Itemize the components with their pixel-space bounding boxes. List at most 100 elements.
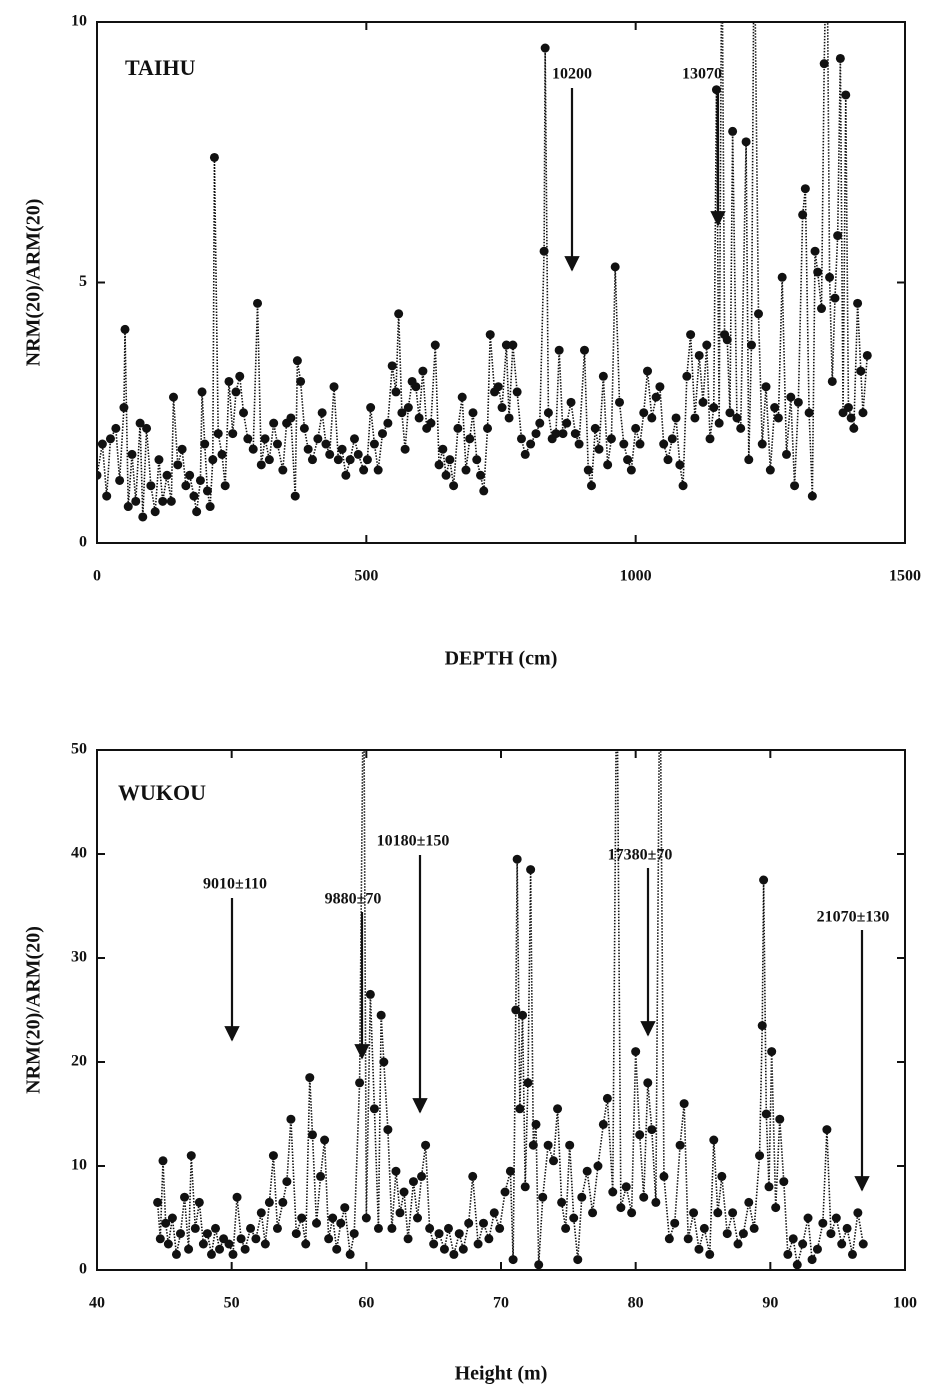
- data-point: [505, 1166, 515, 1176]
- data-point: [709, 1135, 719, 1145]
- data-point: [468, 408, 478, 418]
- data-point: [434, 460, 444, 470]
- data-point: [675, 460, 685, 470]
- data-point: [512, 387, 522, 397]
- data-point: [565, 1140, 575, 1150]
- data-point: [224, 376, 234, 386]
- data-point: [240, 1244, 250, 1254]
- y-tick-label: 40: [71, 845, 87, 862]
- annotation: 10200: [552, 66, 592, 83]
- x-axis-label: DEPTH (cm): [445, 648, 558, 670]
- data-point: [120, 324, 130, 334]
- data-point: [675, 1140, 685, 1150]
- data-point: [702, 340, 712, 350]
- data-point: [476, 470, 486, 480]
- x-tick-label: 500: [354, 568, 378, 585]
- data-point: [516, 434, 526, 444]
- data-point: [779, 1177, 789, 1187]
- y-tick-label: 0: [79, 1261, 87, 1278]
- data-point: [325, 449, 335, 459]
- data-point: [307, 455, 317, 465]
- data-point: [479, 486, 489, 496]
- data-point: [195, 475, 205, 485]
- data-point: [215, 1244, 225, 1254]
- data-point: [773, 413, 783, 423]
- data-point: [623, 455, 633, 465]
- data-point: [733, 1239, 743, 1249]
- data-point: [843, 403, 853, 413]
- x-tick-label: 70: [493, 1295, 509, 1312]
- data-point: [394, 309, 404, 319]
- data-point: [142, 423, 152, 433]
- data-point: [297, 1213, 307, 1223]
- panel-title: WUKOU: [118, 780, 206, 805]
- data-point: [647, 1125, 657, 1135]
- data-point: [166, 496, 176, 506]
- data-point: [345, 455, 355, 465]
- data-point: [738, 1229, 748, 1239]
- x-tick-label: 1000: [620, 568, 652, 585]
- data-point: [305, 1073, 315, 1083]
- data-point: [97, 439, 107, 449]
- data-point: [495, 1223, 505, 1233]
- data-point: [206, 1249, 216, 1259]
- data-point: [574, 439, 584, 449]
- data-point: [549, 1156, 559, 1166]
- annotation: 9010±110: [203, 876, 267, 893]
- data-point: [349, 434, 359, 444]
- data-point: [561, 1223, 571, 1233]
- data-point: [403, 1234, 413, 1244]
- data-point: [746, 340, 756, 350]
- data-point: [570, 429, 580, 439]
- data-point: [399, 1187, 409, 1197]
- data-point: [202, 1229, 212, 1239]
- data-point: [793, 397, 803, 407]
- data-point: [248, 444, 258, 454]
- data-point: [290, 491, 300, 501]
- data-point: [713, 1208, 723, 1218]
- x-tick-label: 50: [224, 1295, 240, 1312]
- data-point: [97, 470, 102, 480]
- data-point: [429, 1239, 439, 1249]
- data-point: [616, 1203, 626, 1213]
- data-point: [837, 1239, 847, 1249]
- data-point: [683, 1234, 693, 1244]
- data-point: [579, 345, 589, 355]
- data-point: [256, 1208, 266, 1218]
- data-point: [764, 1182, 774, 1192]
- data-point: [377, 429, 387, 439]
- data-point: [594, 444, 604, 454]
- data-point: [189, 491, 199, 501]
- data-point: [714, 418, 724, 428]
- data-point: [670, 1218, 680, 1228]
- data-point: [341, 470, 351, 480]
- data-point: [168, 392, 178, 402]
- data-point: [582, 1166, 592, 1176]
- data-point: [835, 53, 845, 63]
- data-point: [557, 1197, 567, 1207]
- annotation: 13070: [682, 66, 722, 83]
- data-point: [235, 371, 245, 381]
- data-point: [115, 475, 125, 485]
- data-point: [553, 1104, 563, 1114]
- data-point: [260, 434, 270, 444]
- data-point: [453, 423, 463, 433]
- data-point: [272, 439, 282, 449]
- data-point: [526, 865, 536, 875]
- data-point: [639, 1192, 649, 1202]
- data-point: [655, 642, 664, 651]
- data-point: [461, 465, 471, 475]
- data-point: [426, 418, 436, 428]
- data-point: [194, 1197, 204, 1207]
- data-point: [528, 1140, 538, 1150]
- data-point: [804, 408, 814, 418]
- data-point: [197, 387, 207, 397]
- data-point: [362, 455, 372, 465]
- data-point: [635, 1130, 645, 1140]
- data-point: [324, 1234, 334, 1244]
- data-point: [312, 1218, 322, 1228]
- data-point: [205, 502, 215, 512]
- data-point: [369, 1104, 379, 1114]
- data-point: [659, 439, 669, 449]
- data-point: [253, 298, 263, 308]
